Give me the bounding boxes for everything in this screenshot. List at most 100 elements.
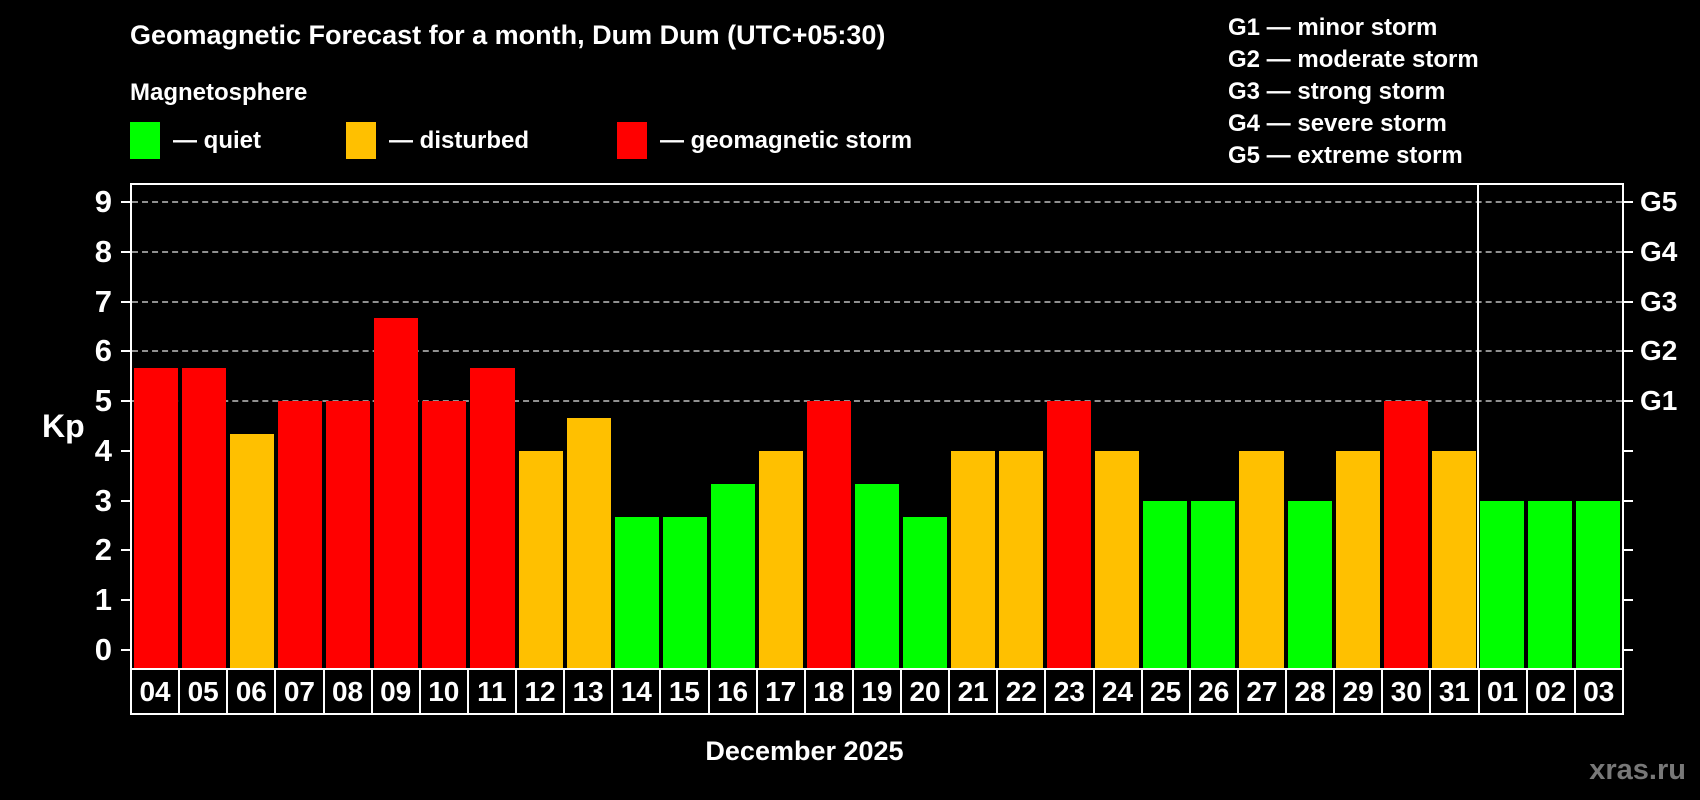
- right-tick-3: [1624, 499, 1633, 502]
- kp-bar-day-12: [518, 450, 563, 668]
- chart-subtitle: Magnetosphere: [130, 79, 308, 106]
- day-label-28: 28: [1287, 670, 1336, 713]
- day-label-19: 19: [854, 670, 902, 713]
- day-label-30: 30: [1383, 670, 1432, 713]
- day-label-02: 02: [1528, 670, 1576, 713]
- y-tick-label-1: 1: [94, 582, 112, 618]
- kp-bar-day-13: [566, 417, 611, 668]
- kp-bar-day-01: [1479, 500, 1524, 668]
- right-axis-label-g2: G2: [1640, 335, 1678, 367]
- day-label-17: 17: [758, 670, 806, 713]
- right-axis-label-g5: G5: [1640, 185, 1678, 217]
- day-label-18: 18: [806, 670, 854, 713]
- day-label-08: 08: [325, 670, 373, 713]
- g4-legend-line: G4 — severe storm: [1228, 110, 1447, 137]
- kp-bar-day-16: [710, 484, 755, 668]
- day-label-22: 22: [998, 670, 1047, 713]
- day-label-24: 24: [1095, 670, 1143, 713]
- right-tick-1: [1624, 599, 1633, 602]
- g1-legend-line: G1 — minor storm: [1228, 14, 1438, 41]
- gridline-kp-9: [132, 200, 1622, 203]
- kp-bar-day-03: [1575, 500, 1620, 668]
- legend-item-quiet: — quiet: [130, 122, 261, 159]
- day-label-14: 14: [613, 670, 662, 713]
- kp-bar-day-10: [422, 401, 467, 668]
- day-label-20: 20: [902, 670, 951, 713]
- quiet-color-swatch: [130, 122, 160, 159]
- kp-bar-day-05: [182, 367, 227, 668]
- day-label-04: 04: [132, 670, 181, 713]
- day-label-09: 09: [373, 670, 421, 713]
- right-tick-8: [1624, 250, 1633, 253]
- left-tick-4: [121, 449, 130, 452]
- g-scale-legend: G1 — minor storm G2 — moderate storm G3 …: [1228, 12, 1479, 172]
- kp-bar-day-22: [999, 450, 1044, 668]
- legend-storm-label: — geomagnetic storm: [660, 126, 913, 154]
- kp-bar-day-17: [758, 450, 803, 668]
- day-label-01: 01: [1480, 670, 1528, 713]
- kp-bar-day-24: [1095, 450, 1140, 668]
- y-tick-label-0: 0: [94, 632, 112, 667]
- x-axis-day-labels: 04 05 06 07 08 09 10 11 12 13 14 15 16 17 18 19 20 21 22 23…: [130, 668, 1624, 715]
- day-label-25: 25: [1143, 670, 1191, 713]
- kp-bar-day-23: [1047, 401, 1092, 668]
- kp-bar-day-08: [326, 401, 371, 668]
- storm-color-swatch: [617, 122, 647, 159]
- disturbed-color-swatch: [346, 122, 376, 159]
- day-label-15: 15: [661, 670, 710, 713]
- right-tick-9: [1624, 200, 1633, 203]
- day-label-29: 29: [1335, 670, 1384, 713]
- kp-bar-day-18: [806, 401, 851, 668]
- right-tick-6: [1624, 350, 1633, 353]
- kp-bar-day-29: [1335, 450, 1380, 668]
- kp-bar-day-31: [1431, 450, 1476, 668]
- watermark: xras.ru: [1589, 754, 1686, 786]
- right-axis-label-g3: G3: [1640, 285, 1678, 317]
- day-label-10: 10: [421, 670, 469, 713]
- plot-area: [130, 183, 1624, 668]
- kp-bar-day-02: [1527, 500, 1572, 668]
- kp-bar-day-14: [614, 517, 659, 668]
- day-label-13: 13: [565, 670, 614, 713]
- kp-bar-day-26: [1191, 500, 1236, 668]
- kp-bar-day-28: [1287, 500, 1332, 668]
- day-label-21: 21: [950, 670, 999, 713]
- gridline-kp-6: [132, 350, 1622, 353]
- left-tick-8: [121, 250, 130, 253]
- kp-bar-day-27: [1239, 450, 1284, 668]
- kp-bar-day-19: [854, 484, 900, 668]
- right-tick-0: [1624, 649, 1633, 651]
- day-label-31: 31: [1431, 670, 1480, 713]
- day-label-07: 07: [276, 670, 325, 713]
- gridline-kp-7: [132, 300, 1622, 303]
- kp-bar-day-30: [1383, 401, 1428, 668]
- right-tick-2: [1624, 549, 1633, 552]
- page-title: Geomagnetic Forecast for a month, Dum Du…: [130, 20, 886, 50]
- kp-bar-day-11: [470, 367, 515, 668]
- y-tick-label-3: 3: [94, 482, 112, 518]
- day-label-23: 23: [1046, 670, 1095, 713]
- left-tick-0: [121, 649, 130, 651]
- day-label-27: 27: [1239, 670, 1287, 713]
- left-tick-6: [121, 350, 130, 353]
- day-label-06: 06: [228, 670, 277, 713]
- kp-bar-day-06: [230, 434, 275, 668]
- kp-bar-day-21: [951, 450, 996, 668]
- legend-quiet-label: — quiet: [173, 126, 261, 154]
- right-tick-4: [1624, 449, 1633, 452]
- x-axis-title: December 2025: [705, 736, 904, 766]
- y-axis-title: Kp: [42, 408, 85, 444]
- left-tick-3: [121, 499, 130, 502]
- g3-legend-line: G3 — strong storm: [1228, 78, 1446, 105]
- kp-bar-day-07: [278, 401, 323, 668]
- day-label-26: 26: [1191, 670, 1239, 713]
- y-tick-label-8: 8: [94, 233, 112, 269]
- y-tick-label-2: 2: [94, 532, 112, 568]
- y-tick-label-5: 5: [94, 383, 112, 419]
- left-tick-9: [121, 200, 130, 203]
- right-axis-label-g1: G1: [1640, 385, 1678, 417]
- month-divider-line: [1476, 185, 1479, 668]
- y-tick-label-9: 9: [94, 183, 112, 219]
- kp-bar-day-15: [662, 517, 707, 668]
